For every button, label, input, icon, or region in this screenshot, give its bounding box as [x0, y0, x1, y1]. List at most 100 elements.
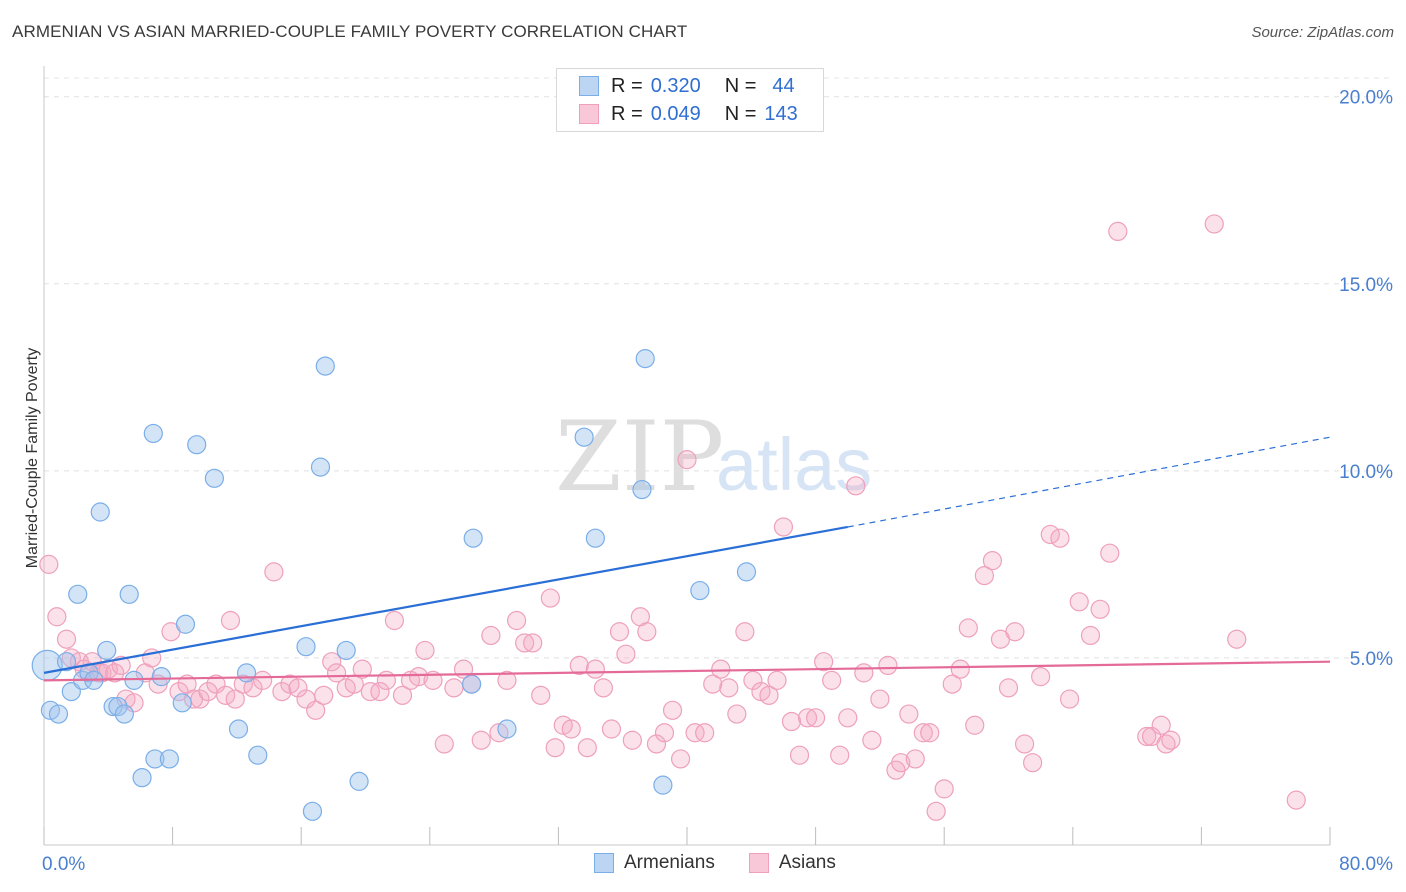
asians-point [719, 678, 739, 698]
asians-point [998, 678, 1019, 698]
asians-point [958, 618, 978, 638]
asians-point [622, 730, 642, 750]
asians-point [646, 734, 667, 754]
legend-n-value: 44 [772, 74, 795, 97]
y-tick-label: 15.0% [1339, 275, 1393, 296]
asians-point [523, 633, 543, 653]
asians-point [814, 652, 834, 672]
asians-point [370, 681, 390, 702]
asians-point [735, 622, 755, 642]
armenians-point [48, 704, 69, 724]
armenians-point [159, 749, 179, 769]
asians-point [1014, 734, 1035, 754]
asians-trendline [43, 660, 1331, 682]
asians-point [926, 801, 946, 821]
asians-point [322, 652, 342, 672]
asians-point [789, 745, 810, 765]
asians-point [773, 517, 794, 537]
asians-point [711, 659, 731, 679]
armenians-point [461, 674, 482, 694]
asians-point [272, 681, 292, 702]
asians-point [253, 670, 273, 690]
asians-point [434, 734, 454, 754]
asians-point [1031, 667, 1051, 687]
asians-point [352, 659, 372, 679]
armenians-swatch [594, 853, 614, 873]
legend-row-asians: R = 0.049 N = 143 [579, 101, 798, 127]
asians-point [695, 723, 715, 743]
asians-point [1227, 629, 1247, 649]
armenians-point [56, 652, 77, 672]
armenians-point [97, 640, 117, 661]
armenians-point [690, 580, 710, 601]
armenians-point [310, 457, 331, 477]
y-tick-label: 20.0% [1339, 88, 1393, 109]
asians-point [662, 700, 683, 720]
asians-point [1161, 730, 1181, 750]
armenians-point [585, 528, 605, 548]
armenians-point [653, 775, 673, 795]
asians-point [569, 655, 589, 676]
asians-point [767, 670, 787, 690]
armenians-point [68, 584, 88, 604]
asians-point [838, 708, 858, 728]
armenians-trendline [43, 525, 848, 674]
armenians-point [145, 749, 165, 769]
armenians-point [302, 801, 323, 821]
asians-point [384, 610, 405, 631]
watermark-atlas: atlas [716, 423, 872, 506]
asians-point [220, 610, 241, 631]
asians-point [601, 719, 622, 739]
armenians-point [349, 771, 369, 791]
asians-point [47, 607, 67, 627]
asians-point [408, 667, 429, 687]
asians-point [1137, 726, 1157, 747]
asians-point [1090, 599, 1110, 619]
asians-label: Asians [778, 852, 836, 873]
asians-point [540, 588, 560, 608]
axes [43, 66, 1331, 846]
asians-point [878, 655, 898, 676]
legend: R = 0.320 N = 44 R = 0.049 N = 143 [556, 68, 824, 132]
y-tick-labels: 5.0% 10.0% 15.0% 20.0% [1339, 88, 1393, 670]
asians-point [233, 674, 253, 694]
asians-point [743, 670, 763, 690]
asians-point [1050, 528, 1070, 548]
armenians-point [108, 696, 128, 717]
y-axis-label: Married-Couple Family Poverty [24, 348, 41, 569]
asians-point [781, 711, 802, 732]
asians-point [891, 753, 911, 773]
armenians-label: Armenians [624, 852, 715, 873]
asians-point [609, 622, 630, 642]
asians-point [531, 685, 551, 705]
bottom-legend-armenians: Armenians [594, 852, 715, 874]
asians-point [759, 685, 779, 705]
asians-point [360, 681, 380, 702]
armenians-point [114, 704, 134, 724]
asians-point [846, 476, 866, 496]
asians-point [822, 670, 842, 690]
asians-point [862, 730, 882, 750]
asians-point [950, 659, 970, 679]
armenians-point [204, 468, 224, 488]
asians-point [1080, 625, 1101, 646]
asians-point [1151, 715, 1171, 735]
asians-point [39, 554, 59, 574]
y-tick-label: 5.0% [1350, 649, 1393, 670]
y-tick-label: 10.0% [1339, 462, 1393, 483]
armenians-point [228, 719, 249, 739]
asians-point [1059, 689, 1080, 709]
asians-point [942, 674, 962, 694]
asians-point [216, 685, 236, 705]
gridlines [44, 77, 1394, 659]
trendlines [43, 436, 1331, 682]
asians-point [471, 730, 491, 750]
asians-point [899, 704, 919, 724]
asians-point [507, 610, 527, 631]
armenians-point [632, 479, 652, 500]
asians-point [685, 723, 705, 743]
armenians-point [248, 745, 268, 765]
legend-n-label: N = [724, 102, 757, 125]
armenians-point [336, 640, 356, 661]
